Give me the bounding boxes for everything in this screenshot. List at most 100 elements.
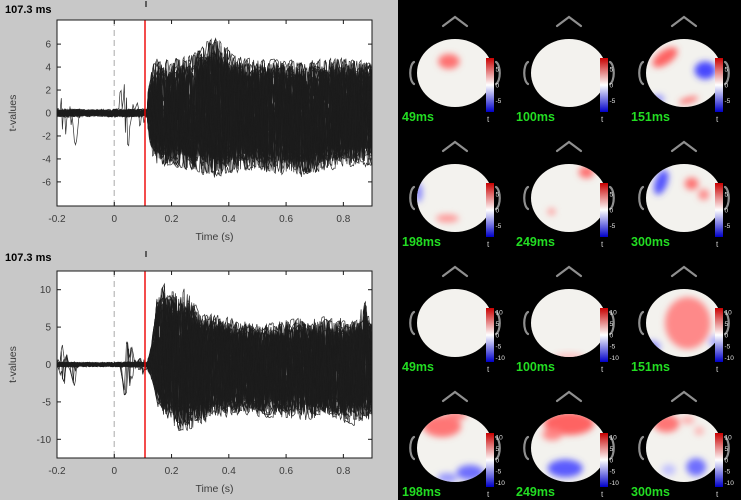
right-ear-icon bbox=[608, 185, 615, 211]
left-ear-icon bbox=[638, 435, 645, 461]
colorbar-tick-label: 0 bbox=[610, 332, 614, 339]
left-ear-icon bbox=[409, 310, 416, 336]
right-ear-icon bbox=[723, 60, 730, 86]
topo-blob bbox=[665, 297, 711, 349]
colorbar-tick-label: 10 bbox=[496, 435, 504, 442]
topomap-cell[interactable]: 10 5 0 -5 -10 t 300ms bbox=[627, 375, 741, 500]
topomap-cell[interactable]: 5 0 -5 t 249ms bbox=[512, 125, 626, 250]
topo-blob bbox=[653, 170, 669, 195]
butterfly-plot-top[interactable]: -0.2 0 0.2 0.4 0.6 0.8 6 4 2 0 -2 -4 -6 Time (s) t-val… bbox=[0, 0, 398, 250]
topo-blob bbox=[694, 61, 716, 80]
head-outline bbox=[531, 39, 607, 107]
butterfly-plot-bottom[interactable]: -0.2 0 0.2 0.4 0.6 0.8 10 5 0 -5 -10 Time (s) t-valu… bbox=[0, 250, 398, 500]
left-ear-icon bbox=[409, 60, 416, 86]
topomap-cell[interactable]: 5 0 -5 t 100ms bbox=[512, 0, 626, 125]
nose-icon bbox=[441, 140, 469, 153]
right-ear-icon bbox=[494, 185, 501, 211]
nose-icon bbox=[670, 265, 698, 278]
colorbar-tick-label: -5 bbox=[496, 469, 502, 476]
y-tick-label: 10 bbox=[40, 285, 52, 296]
topo-blob bbox=[661, 464, 676, 476]
colorbar-tick-label: 0 bbox=[725, 82, 729, 89]
colorbar-tick-label: 0 bbox=[725, 207, 729, 214]
topomap-cell[interactable]: 10 5 0 -5 -10 t 100ms bbox=[512, 250, 626, 375]
head-outline bbox=[417, 289, 493, 357]
colorbar bbox=[715, 58, 723, 112]
topo-blob bbox=[423, 415, 462, 438]
nose-icon bbox=[441, 265, 469, 278]
topomap-cell[interactable]: 10 5 0 -5 -10 t 49ms bbox=[398, 250, 512, 375]
left-ear-icon bbox=[638, 310, 645, 336]
topomap-cell[interactable]: 10 5 0 -5 -10 t 151ms bbox=[627, 250, 741, 375]
x-tick-label: -0.2 bbox=[48, 466, 66, 477]
colorbar-tick-label: -5 bbox=[610, 469, 616, 476]
topo-blob bbox=[694, 426, 704, 436]
colorbar-tick-label: 5 bbox=[725, 67, 729, 74]
colorbar-tick-label: 0 bbox=[725, 332, 729, 339]
colorbar-tick-label: -10 bbox=[496, 480, 506, 487]
right-ear-icon bbox=[608, 310, 615, 336]
x-tick-label: 0.2 bbox=[165, 466, 179, 477]
colorbar-tick-label: 5 bbox=[496, 192, 500, 199]
colorbar-unit-label: t bbox=[487, 490, 490, 499]
colorbar bbox=[715, 433, 723, 487]
x-tick-label: 0 bbox=[111, 466, 117, 477]
nose-icon bbox=[670, 15, 698, 28]
time-label: 100ms bbox=[516, 360, 555, 374]
topo-blob bbox=[686, 458, 707, 476]
topo-blob bbox=[652, 94, 665, 103]
topomap-cell[interactable]: 5 0 -5 t 151ms bbox=[627, 0, 741, 125]
timeseries-panel: 107.3 ms 107.3 ms -0.2 0 0.2 0.4 0.6 0.8 6 4 2 0-… bbox=[0, 0, 398, 500]
colorbar-tick-label: 0 bbox=[610, 207, 614, 214]
topo-blob bbox=[680, 416, 695, 425]
nose-icon bbox=[555, 140, 583, 153]
colorbar-tick-label: 5 bbox=[610, 192, 614, 199]
colorbar-tick-label: 10 bbox=[725, 435, 733, 442]
nose-icon bbox=[441, 390, 469, 403]
colorbar bbox=[715, 183, 723, 237]
colorbar-unit-label: t bbox=[487, 240, 490, 249]
colorbar-tick-label: 5 bbox=[496, 321, 500, 328]
colorbar-tick-label: 5 bbox=[496, 446, 500, 453]
colorbar-tick-label: 5 bbox=[610, 67, 614, 74]
left-ear-icon bbox=[523, 310, 530, 336]
topomap-cell[interactable]: 5 0 -5 t 198ms bbox=[398, 125, 512, 250]
y-axis-label: t-values bbox=[7, 346, 19, 383]
head-outline bbox=[417, 164, 493, 232]
topo-blob bbox=[547, 459, 583, 478]
y-tick-label: -2 bbox=[42, 131, 51, 142]
topo-blob bbox=[547, 208, 556, 215]
topomap-cell[interactable]: 5 0 -5 t 300ms bbox=[627, 125, 741, 250]
topo-blob bbox=[684, 177, 699, 190]
colorbar-tick-label: -10 bbox=[496, 355, 506, 362]
topo-blob bbox=[678, 96, 699, 104]
colorbar-unit-label: t bbox=[716, 490, 719, 499]
colorbar-tick-label: 5 bbox=[725, 321, 729, 328]
topo-blob bbox=[456, 465, 484, 480]
colorbar-tick-label: 5 bbox=[725, 446, 729, 453]
colorbar-unit-label: t bbox=[601, 490, 604, 499]
left-ear-icon bbox=[409, 185, 416, 211]
topo-blob bbox=[436, 214, 459, 223]
x-tick-label: 0.6 bbox=[279, 214, 293, 225]
y-tick-label: 0 bbox=[45, 360, 51, 371]
colorbar-tick-label: 0 bbox=[610, 457, 614, 464]
topomap-cell[interactable]: 5 0 -5 t 49ms bbox=[398, 0, 512, 125]
head-outline bbox=[646, 164, 722, 232]
time-label: 249ms bbox=[516, 485, 555, 499]
nose-icon bbox=[670, 390, 698, 403]
time-label: 151ms bbox=[631, 360, 670, 374]
topomap-cell[interactable]: 10 5 0 -5 -10 t 198ms bbox=[398, 375, 512, 500]
x-axis-label: Time (s) bbox=[195, 231, 233, 243]
colorbar-tick-label: -5 bbox=[496, 223, 502, 230]
time-label: 300ms bbox=[631, 235, 670, 249]
topo-blob bbox=[553, 352, 585, 357]
time-label: 300ms bbox=[631, 485, 670, 499]
x-tick-label: -0.2 bbox=[48, 214, 66, 225]
topomap-cell[interactable]: 10 5 0 -5 -10 t 249ms bbox=[512, 375, 626, 500]
colorbar-tick-label: 10 bbox=[610, 310, 618, 317]
colorbar-tick-label: -10 bbox=[725, 480, 735, 487]
right-ear-icon bbox=[608, 60, 615, 86]
colorbar-tick-label: 0 bbox=[496, 207, 500, 214]
right-ear-icon bbox=[494, 60, 501, 86]
